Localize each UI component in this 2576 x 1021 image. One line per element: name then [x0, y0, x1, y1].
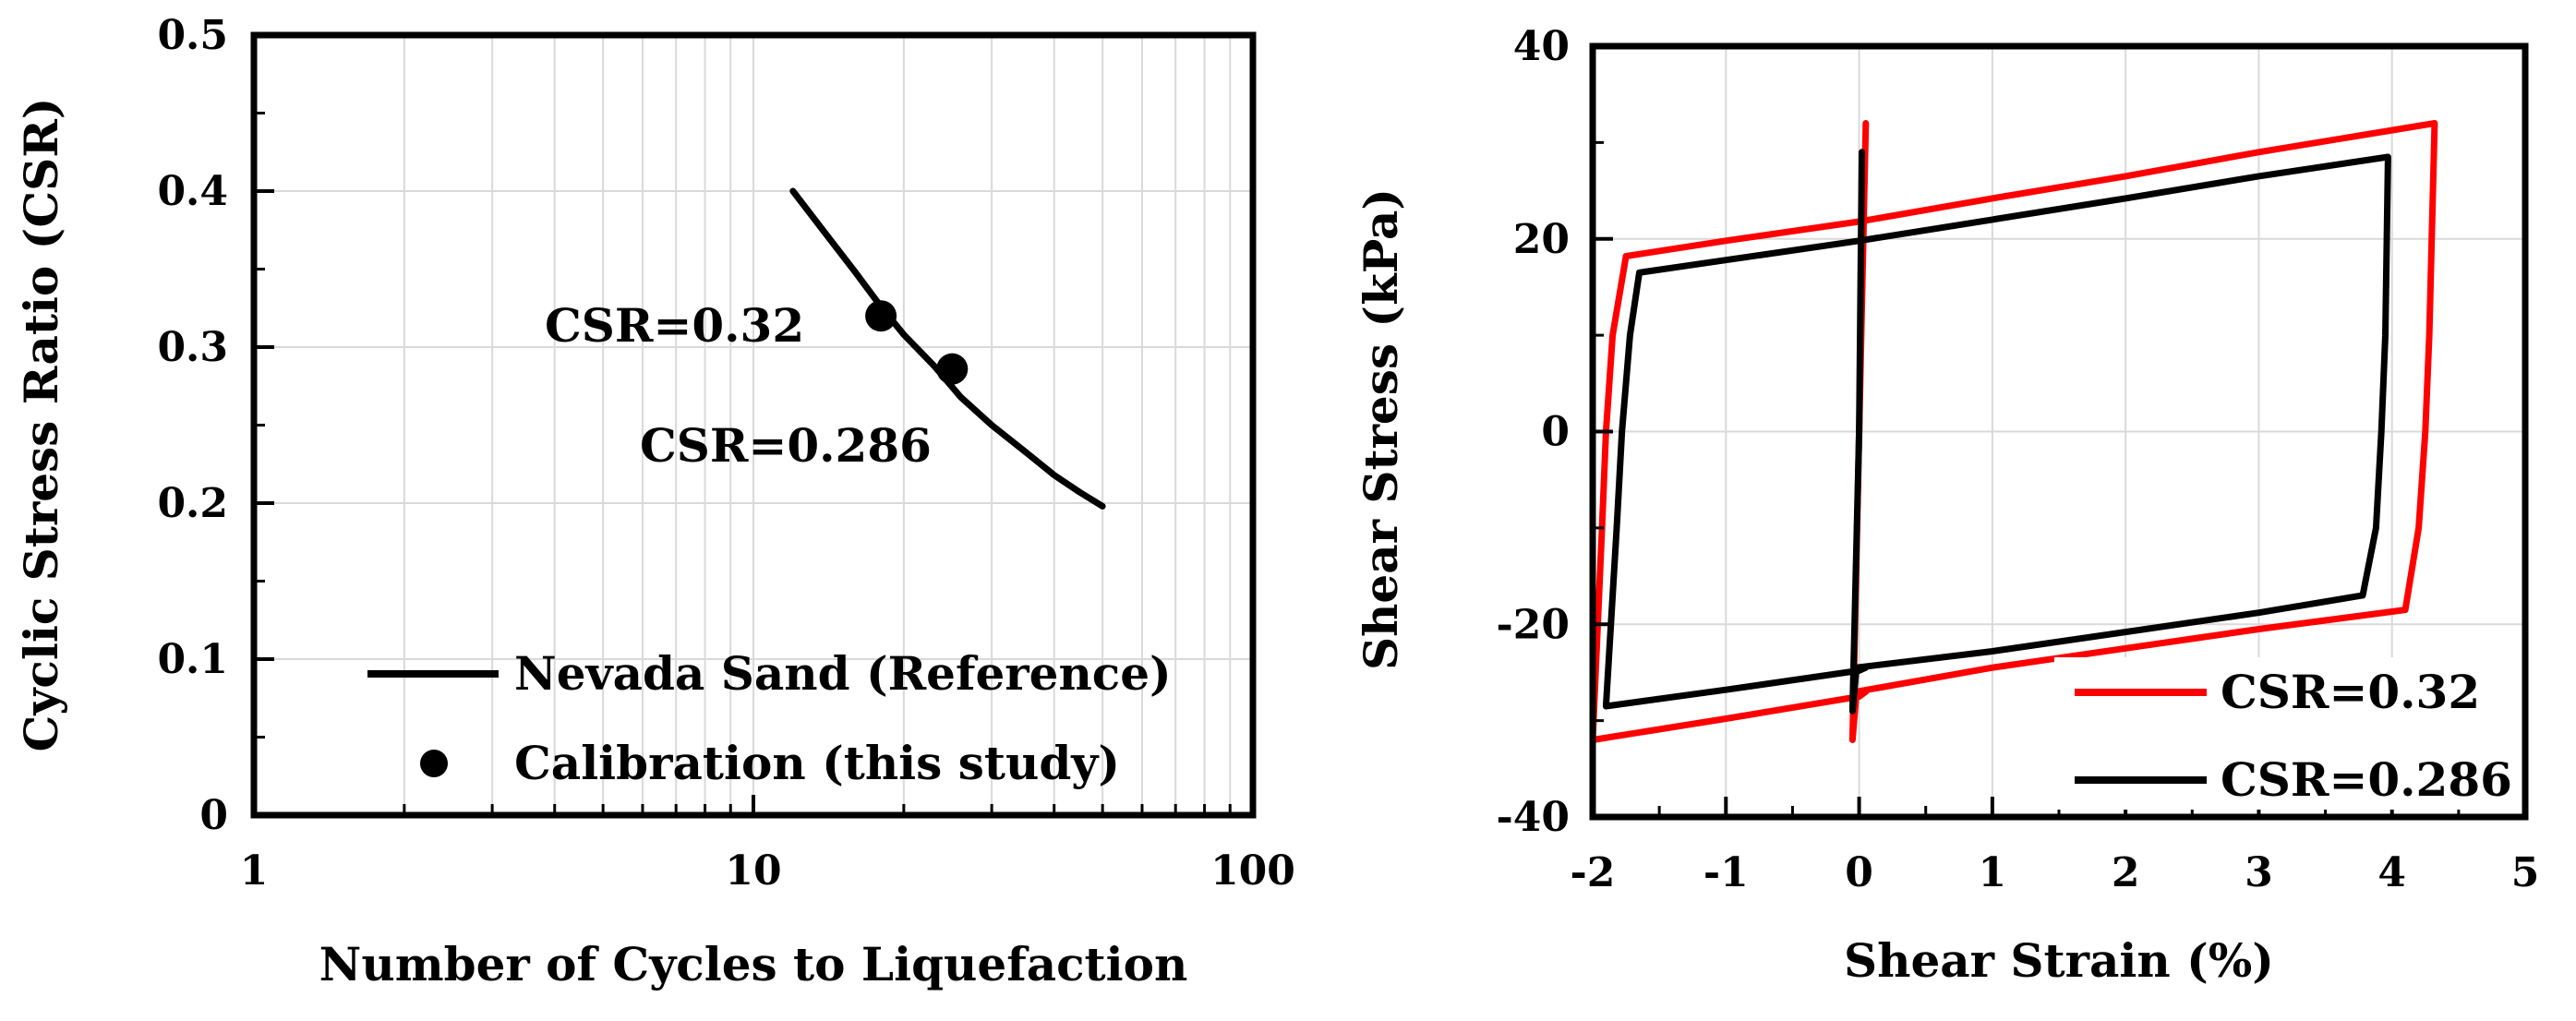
- cycles-chart-marks: [789, 187, 1106, 510]
- cycles-chart-y-tick-label: 0.2: [157, 480, 228, 527]
- cycles-chart-y-tick-label: 0.4: [157, 168, 228, 215]
- hysteresis-loop-csr-0-286: [1602, 149, 2391, 715]
- cycles-chart: 0 0.1 0.2 0.3 0.4 0.5 1 10 100 Number of Cycles…: [14, 12, 1295, 991]
- hysteresis-chart-y-tick-labels: -40 -20 0 20 40: [1497, 23, 1571, 841]
- cycles-chart-x-tick-label: 100: [1210, 847, 1295, 895]
- cycles-chart-y-axis-title: Cyclic Stress Ratio (CSR): [14, 98, 68, 752]
- cycles-chart-y-tick-label: 0.1: [157, 636, 228, 683]
- hysteresis-chart-x-tick-label: 5: [2511, 849, 2540, 896]
- cycles-chart-x-tick-label: 1: [240, 847, 269, 895]
- hysteresis-chart-x-tick-labels: -2 -1 0 1 2 3 4 5: [1571, 849, 2540, 896]
- cycles-chart-x-tick-labels: 1 10 100: [240, 847, 1295, 895]
- cycles-chart-x-axis-title: Number of Cycles to Liquefaction: [319, 937, 1188, 991]
- cycles-chart-x-tick-label: 10: [725, 847, 781, 895]
- calibration-point: [865, 300, 897, 332]
- calibration-point: [936, 353, 969, 385]
- hysteresis-chart-x-axis-title: Shear Strain (%): [1844, 933, 2274, 988]
- hysteresis-chart-legend: CSR=0.32 CSR=0.286: [2054, 657, 2516, 810]
- legend-label-csr-0-32: CSR=0.32: [2221, 665, 2480, 719]
- hysteresis-chart-x-tick-label: 2: [2112, 849, 2140, 896]
- hysteresis-chart-y-tick-label: 20: [1513, 216, 1570, 263]
- legend-label-csr-0-286: CSR=0.286: [2221, 752, 2512, 807]
- cycles-chart-y-tick-label: 0.5: [157, 12, 228, 59]
- hysteresis-legend-background: [2054, 657, 2516, 810]
- hysteresis-chart-y-tick-label: -40: [1497, 794, 1571, 841]
- hysteresis-chart-y-axis-title: Shear Stress (kPa): [1354, 188, 1408, 670]
- hysteresis-chart-y-tick-label: 0: [1541, 409, 1570, 456]
- hysteresis-chart-x-tick-label: 3: [2245, 849, 2273, 896]
- hysteresis-chart-x-tick-label: -2: [1571, 849, 1616, 896]
- hysteresis-chart-y-tick-label: 40: [1513, 23, 1570, 70]
- cycles-chart-legend: Nevada Sand (Reference) Calibration (thi…: [367, 646, 1172, 790]
- cycles-chart-y-tick-label: 0.3: [157, 324, 228, 371]
- cycles-chart-y-tick-labels: 0 0.1 0.2 0.3 0.4 0.5: [157, 12, 228, 839]
- hysteresis-chart-x-tick-label: 0: [1845, 849, 1873, 896]
- hysteresis-chart-x-tick-label: 1: [1979, 849, 2007, 896]
- hysteresis-chart-x-tick-label: -1: [1703, 849, 1749, 896]
- hysteresis-chart-x-tick-label: 4: [2377, 849, 2406, 896]
- hysteresis-chart-y-tick-label: -20: [1497, 601, 1571, 648]
- legend-marker-calibration: [420, 750, 448, 777]
- legend-label-calibration: Calibration (this study): [514, 736, 1120, 790]
- annotation-csr-0-286: CSR=0.286: [640, 418, 932, 473]
- legend-label-nevada-sand: Nevada Sand (Reference): [514, 646, 1172, 701]
- cycles-chart-y-tick-label: 0: [199, 792, 228, 839]
- annotation-csr-0-32: CSR=0.32: [545, 298, 804, 353]
- cycles-chart-ticks: [252, 33, 1255, 817]
